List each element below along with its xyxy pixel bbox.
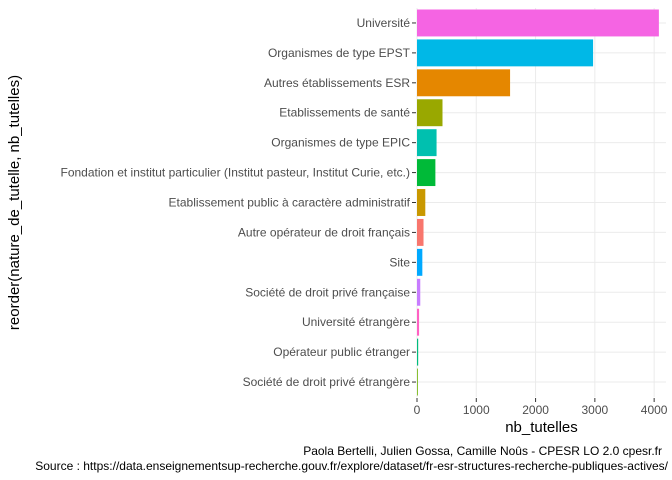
x-axis-ticks: 0 1000 2000 3000 4000 <box>412 22 668 417</box>
bar <box>417 189 426 216</box>
category-label: Société de droit privé française <box>245 285 410 299</box>
bar <box>417 368 418 396</box>
category-label: Organismes de type EPIC <box>271 136 410 150</box>
category-label: Organismes de type EPST <box>268 46 411 60</box>
bar <box>417 248 423 276</box>
bar <box>417 9 659 37</box>
bar <box>417 99 443 127</box>
bar <box>417 129 437 157</box>
bar <box>417 39 594 67</box>
category-label: Autres établissements ESR <box>264 76 410 90</box>
category-label: Autre opérateur de droit français <box>238 225 410 239</box>
category-label: Opérateur public étranger <box>273 345 410 359</box>
category-label: Fondation et institut particulier (Insti… <box>61 166 411 180</box>
category-label: Etablissement public à caractère adminis… <box>169 196 411 210</box>
x-tick-label: 3000 <box>582 403 609 417</box>
bar <box>417 338 419 366</box>
category-label: Etablissements de santé <box>279 106 410 120</box>
bar <box>417 159 436 187</box>
x-tick-label: 0 <box>414 403 421 417</box>
category-labels: Université Organismes de type EPST Autres … <box>61 16 411 389</box>
y-axis-title: reorder(nature_de_tutelle, nb_tutelles) <box>6 75 23 330</box>
category-label: Site <box>389 255 410 269</box>
x-tick-label: 1000 <box>463 403 490 417</box>
bar <box>417 308 420 336</box>
bar <box>417 69 511 97</box>
bar <box>417 218 424 246</box>
x-tick-label: 4000 <box>641 403 668 417</box>
bars <box>417 9 659 396</box>
x-axis-title: nb_tutelles <box>505 419 578 436</box>
category-label: Université étrangère <box>302 315 410 329</box>
category-label: Université <box>357 16 411 30</box>
caption-credits: Paola Bertelli, Julien Gossa, Camille No… <box>303 444 662 458</box>
bar <box>417 278 421 306</box>
category-label: Société de droit privé étrangère <box>243 375 411 389</box>
x-tick-label: 2000 <box>522 403 549 417</box>
caption-source: Source : https://data.enseignementsup-re… <box>35 459 668 473</box>
